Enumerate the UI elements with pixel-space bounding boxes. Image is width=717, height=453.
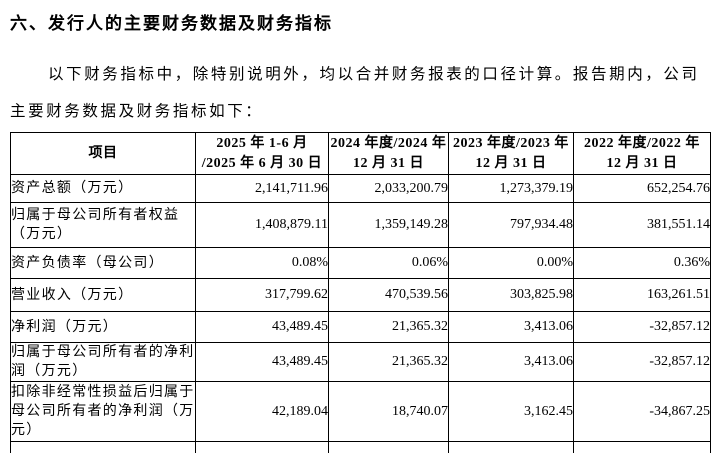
header-cell-period-2025: 2025 年 1-6 月 /2025 年 6 月 30 日 bbox=[195, 132, 329, 175]
cell-value bbox=[328, 441, 449, 453]
table-row-parent-net-profit: 归属于母公司所有者的净利润（万元） 43,489.45 21,365.32 3,… bbox=[10, 342, 711, 382]
period-line-1: 2025 年 1-6 月 bbox=[216, 135, 308, 151]
cell-value: -32,857.12 bbox=[573, 311, 711, 343]
cell-value: 0.06% bbox=[328, 247, 449, 279]
row-label: 扣除非经常性损益后归属于母公司所有者的净利润（万元） bbox=[10, 381, 196, 442]
cell-value: 42,189.04 bbox=[195, 381, 329, 442]
cell-value: -34,867.25 bbox=[573, 381, 711, 442]
cell-value: 1,359,149.28 bbox=[328, 202, 449, 248]
period-line-2: 12 月 31 日 bbox=[606, 155, 678, 171]
table-row-net-profit: 净利润（万元） 43,489.45 21,365.32 3,413.06 -32… bbox=[10, 311, 711, 343]
header-cell-period-2023: 2023 年度/2023 年 12 月 31 日 bbox=[448, 132, 574, 175]
cell-value: 0.00% bbox=[448, 247, 574, 279]
row-label: 归属于母公司所有者的净利润（万元） bbox=[10, 342, 196, 382]
period-line-1: 2024 年度/2024 年 bbox=[330, 135, 447, 151]
table-row-revenue: 营业收入（万元） 317,799.62 470,539.56 303,825.9… bbox=[10, 278, 711, 312]
section-title: 六、发行人的主要财务数据及财务指标 bbox=[10, 14, 333, 33]
table-row-clipped bbox=[10, 441, 711, 453]
cell-value: 381,551.14 bbox=[573, 202, 711, 248]
table-row-total-assets: 资产总额（万元） 2,141,711.96 2,033,200.79 1,273… bbox=[10, 174, 711, 203]
header-cell-period-2024: 2024 年度/2024 年 12 月 31 日 bbox=[328, 132, 449, 175]
table-header-row: 项目 2025 年 1-6 月 /2025 年 6 月 30 日 2024 年度… bbox=[10, 132, 711, 175]
cell-value: 0.36% bbox=[573, 247, 711, 279]
row-label: 营业收入（万元） bbox=[10, 278, 196, 312]
cell-value: 43,489.45 bbox=[195, 342, 329, 382]
cell-value: 21,365.32 bbox=[328, 311, 449, 343]
cell-value: 317,799.62 bbox=[195, 278, 329, 312]
cell-value bbox=[448, 441, 574, 453]
cell-value: 3,413.06 bbox=[448, 342, 574, 382]
financial-table: 项目 2025 年 1-6 月 /2025 年 6 月 30 日 2024 年度… bbox=[10, 132, 711, 453]
table-row-deducted-net-profit: 扣除非经常性损益后归属于母公司所有者的净利润（万元） 42,189.04 18,… bbox=[10, 381, 711, 442]
cell-value: 43,489.45 bbox=[195, 311, 329, 343]
cell-value: 303,825.98 bbox=[448, 278, 574, 312]
row-label: 资产总额（万元） bbox=[10, 174, 196, 203]
period-line-2: 12 月 31 日 bbox=[353, 155, 424, 171]
cell-value: 2,141,711.96 bbox=[195, 174, 329, 203]
header-cell-item: 项目 bbox=[10, 132, 196, 175]
cell-value: 163,261.51 bbox=[573, 278, 711, 312]
period-line-2: 12 月 31 日 bbox=[475, 155, 547, 171]
table-row-parent-equity: 归属于母公司所有者权益（万元） 1,408,879.11 1,359,149.2… bbox=[10, 202, 711, 248]
period-line-1: 2022 年度/2022 年 bbox=[584, 135, 700, 151]
cell-value: 18,740.07 bbox=[328, 381, 449, 442]
cell-value: 1,408,879.11 bbox=[195, 202, 329, 248]
cell-value: 1,273,379.19 bbox=[448, 174, 574, 203]
cell-value: 3,162.45 bbox=[448, 381, 574, 442]
cell-value: 21,365.32 bbox=[328, 342, 449, 382]
header-cell-period-2022: 2022 年度/2022 年 12 月 31 日 bbox=[573, 132, 711, 175]
intro-paragraph: 以下财务指标中，除特别说明外，均以合并财务报表的口径计算。报告期内，公司主要财务… bbox=[10, 66, 700, 120]
period-line-1: 2023 年度/2023 年 bbox=[453, 135, 569, 151]
row-label: 归属于母公司所有者权益（万元） bbox=[10, 202, 196, 248]
cell-value: 2,033,200.79 bbox=[328, 174, 449, 203]
row-label: 资产负债率（母公司） bbox=[10, 247, 196, 279]
cell-value: 470,539.56 bbox=[328, 278, 449, 312]
period-line-2: /2025 年 6 月 30 日 bbox=[201, 155, 323, 171]
row-label bbox=[10, 441, 196, 453]
cell-value: 3,413.06 bbox=[448, 311, 574, 343]
cell-value: -32,857.12 bbox=[573, 342, 711, 382]
cell-value: 652,254.76 bbox=[573, 174, 711, 203]
cell-value bbox=[573, 441, 711, 453]
cell-value bbox=[195, 441, 329, 453]
table-row-debt-ratio: 资产负债率（母公司） 0.08% 0.06% 0.00% 0.36% bbox=[10, 247, 711, 279]
cell-value: 0.08% bbox=[195, 247, 329, 279]
cell-value: 797,934.48 bbox=[448, 202, 574, 248]
row-label: 净利润（万元） bbox=[10, 311, 196, 343]
